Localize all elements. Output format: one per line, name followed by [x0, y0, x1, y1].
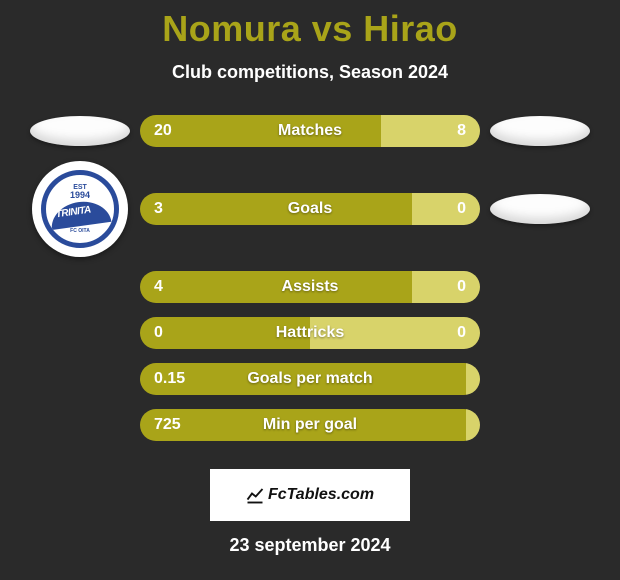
stat-row: 0.15Goals per match: [20, 363, 600, 395]
credit-text: FcTables.com: [268, 486, 374, 504]
stat-left-value: 3: [140, 193, 412, 225]
left-side-slot: [20, 116, 140, 146]
left-side-slot: EST1994TRINITAFC OITA: [20, 161, 140, 257]
player-avatar-placeholder: [490, 194, 590, 224]
stat-left-value: 0: [140, 317, 310, 349]
stat-left-value: 0.15: [140, 363, 466, 395]
stat-left-value: 725: [140, 409, 466, 441]
page-subtitle: Club competitions, Season 2024: [0, 62, 620, 83]
infographic-root: Nomura vs Hirao Club competitions, Seaso…: [0, 0, 620, 556]
stat-left-value: 4: [140, 271, 412, 303]
stat-right-value: 0: [412, 193, 480, 225]
club-badge-inner: EST1994TRINITAFC OITA: [41, 170, 119, 248]
date-text: 23 september 2024: [0, 535, 620, 556]
stat-right-value: 0: [310, 317, 480, 349]
stats-area: 208MatchesEST1994TRINITAFC OITA30Goals40…: [0, 115, 620, 455]
right-side-slot: [480, 194, 600, 224]
stat-right-value: [466, 363, 480, 395]
badge-swoosh: TRINITA: [49, 198, 112, 230]
stat-bar: 725Min per goal: [140, 409, 480, 441]
right-side-slot: [480, 116, 600, 146]
stat-left-value: 20: [140, 115, 381, 147]
player-avatar-placeholder: [490, 116, 590, 146]
credit-box: FcTables.com: [210, 469, 410, 521]
badge-sub-text: FC OITA: [70, 228, 90, 234]
badge-year-text: 1994: [70, 191, 90, 200]
stat-bar: 208Matches: [140, 115, 480, 147]
chart-icon: [246, 486, 264, 504]
stat-right-value: 8: [381, 115, 480, 147]
stat-row: 725Min per goal: [20, 409, 600, 441]
player-avatar-placeholder: [30, 116, 130, 146]
stat-row: 00Hattricks: [20, 317, 600, 349]
stat-bar: 30Goals: [140, 193, 480, 225]
stat-right-value: 0: [412, 271, 480, 303]
stat-row: 40Assists: [20, 271, 600, 303]
stat-bar: 40Assists: [140, 271, 480, 303]
stat-bar: 00Hattricks: [140, 317, 480, 349]
badge-main-text: TRINITA: [55, 205, 91, 221]
stat-row: 208Matches: [20, 115, 600, 147]
stat-right-value: [466, 409, 480, 441]
stat-bar: 0.15Goals per match: [140, 363, 480, 395]
club-badge: EST1994TRINITAFC OITA: [32, 161, 128, 257]
page-title: Nomura vs Hirao: [0, 8, 620, 50]
stat-row: EST1994TRINITAFC OITA30Goals: [20, 161, 600, 257]
